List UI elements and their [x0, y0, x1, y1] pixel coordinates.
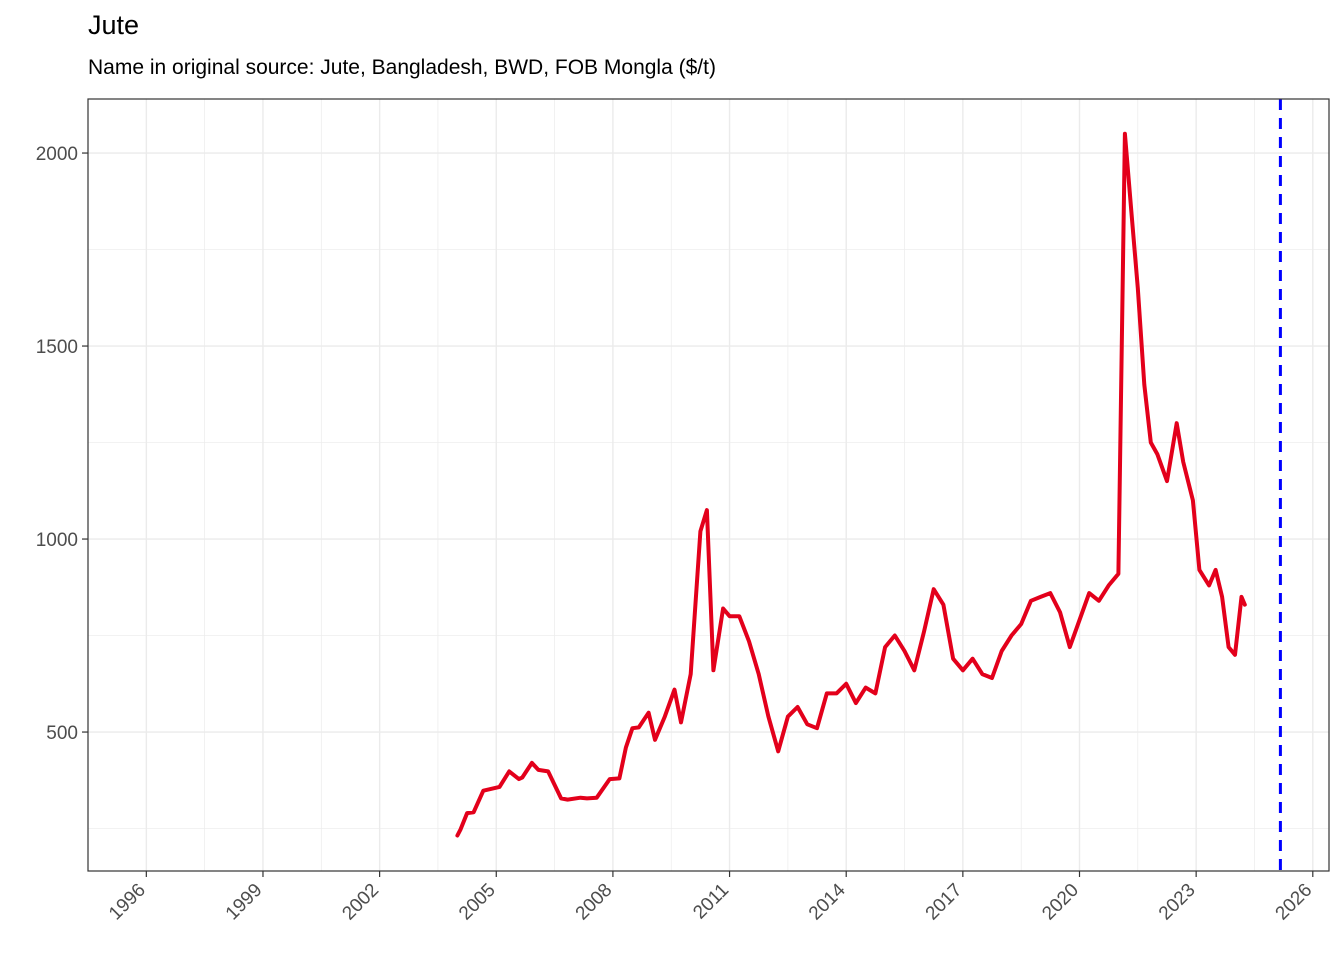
panel-border	[87, 98, 1330, 872]
y-tick-label: 1000	[36, 530, 78, 551]
minor-gridlines	[88, 99, 1329, 871]
y-axis-labels: 500 1000 1500 2000	[36, 144, 78, 744]
chart-subtitle: Name in original source: Jute, Banglades…	[88, 56, 716, 79]
chart-title: Jute	[88, 10, 140, 40]
x-tick-label: 2014	[805, 879, 850, 924]
x-tick-label: 1999	[222, 880, 267, 925]
x-tick-label: 2008	[572, 880, 617, 925]
price-series-line	[455, 131, 1247, 838]
x-tick-label: 2011	[689, 880, 733, 924]
x-tick-label: 2020	[1038, 880, 1083, 925]
x-tick-label: 2002	[338, 880, 383, 925]
series-layer	[455, 131, 1247, 838]
y-tick-label: 1500	[36, 337, 78, 358]
x-tick-label: 2005	[455, 880, 500, 925]
major-gridlines	[88, 99, 1329, 871]
y-tick-label: 500	[46, 723, 78, 744]
y-tick-label: 2000	[36, 144, 78, 165]
x-tick-label: 2026	[1272, 880, 1317, 925]
x-tick-label: 2017	[922, 880, 967, 925]
x-tick-label: 2023	[1155, 880, 1200, 925]
x-axis-labels: 1996 1999 2002 2005 2008 2011 2014 2017 2020 2023…	[105, 879, 1316, 924]
axis-ticks	[82, 152, 1314, 877]
x-tick-label: 1996	[105, 880, 150, 925]
